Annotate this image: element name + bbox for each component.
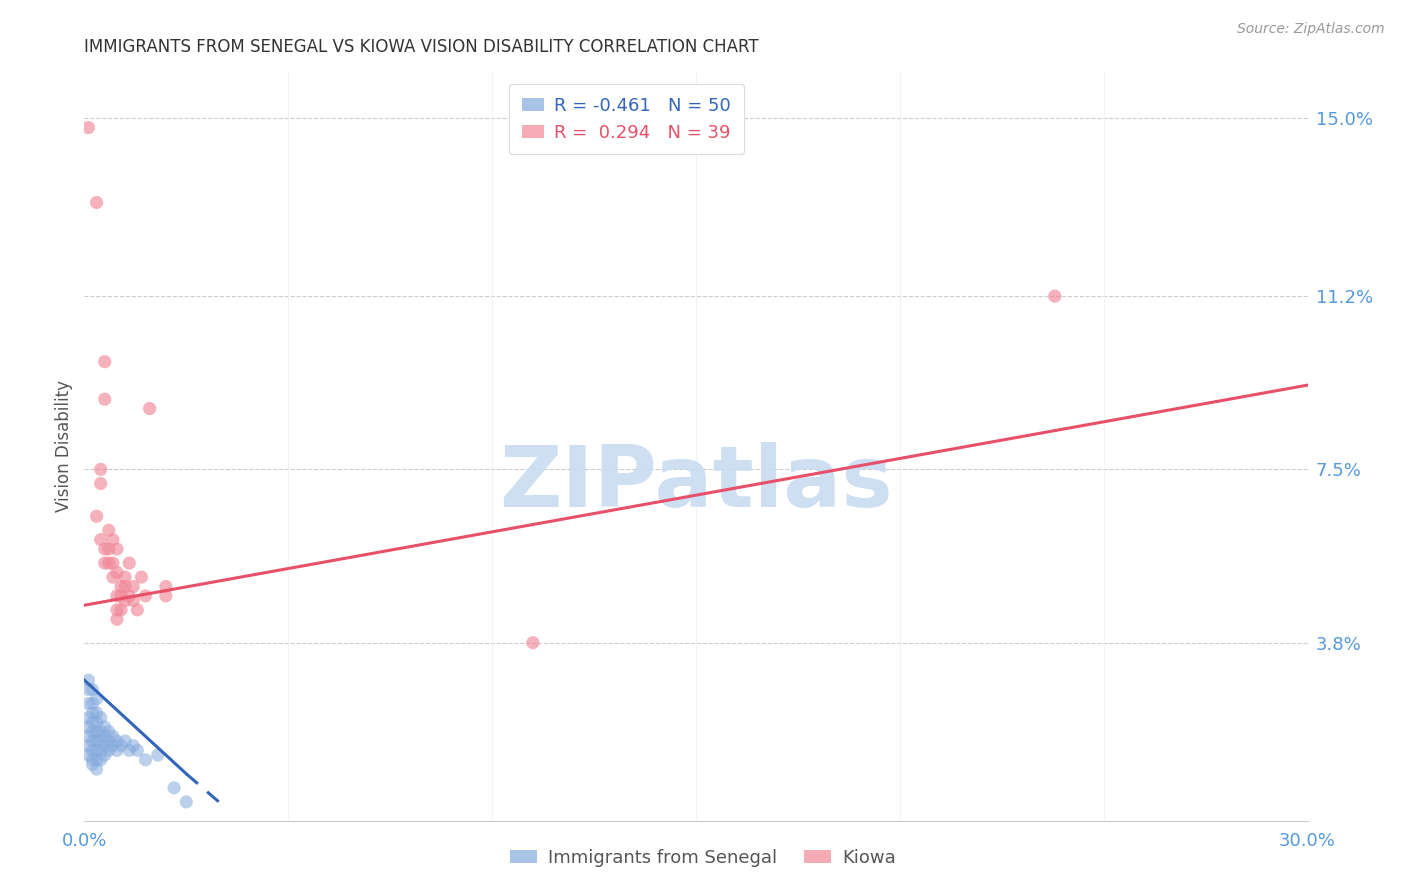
Point bbox=[105, 612, 128, 626]
Point bbox=[93, 747, 115, 762]
Point bbox=[90, 743, 112, 757]
Point bbox=[97, 556, 120, 570]
Point bbox=[131, 570, 153, 584]
Point bbox=[90, 710, 112, 724]
Point bbox=[77, 697, 100, 711]
Point bbox=[77, 720, 100, 734]
Point bbox=[93, 355, 115, 369]
Point bbox=[77, 739, 100, 753]
Point bbox=[82, 743, 104, 757]
Point bbox=[118, 589, 141, 603]
Point bbox=[127, 603, 149, 617]
Point bbox=[101, 570, 124, 584]
Point bbox=[82, 734, 104, 748]
Point bbox=[105, 743, 128, 757]
Point bbox=[110, 589, 132, 603]
Point bbox=[97, 541, 120, 557]
Point bbox=[135, 589, 157, 603]
Point bbox=[77, 710, 100, 724]
Point bbox=[90, 462, 112, 476]
Point bbox=[110, 580, 132, 594]
Point bbox=[122, 593, 145, 607]
Point bbox=[77, 120, 100, 135]
Point bbox=[155, 589, 177, 603]
Point bbox=[105, 566, 128, 580]
Point bbox=[93, 556, 115, 570]
Legend: Immigrants from Senegal, Kiowa: Immigrants from Senegal, Kiowa bbox=[503, 842, 903, 874]
Point bbox=[77, 730, 100, 744]
Point bbox=[105, 589, 128, 603]
Point bbox=[90, 734, 112, 748]
Point bbox=[163, 780, 186, 795]
Point bbox=[82, 682, 104, 697]
Point bbox=[110, 603, 132, 617]
Point bbox=[86, 734, 108, 748]
Point bbox=[1043, 289, 1066, 303]
Point bbox=[97, 743, 120, 757]
Point bbox=[118, 556, 141, 570]
Point bbox=[86, 195, 108, 210]
Point bbox=[105, 541, 128, 557]
Text: ZIPatlas: ZIPatlas bbox=[499, 442, 893, 525]
Point bbox=[105, 603, 128, 617]
Point bbox=[122, 580, 145, 594]
Text: Source: ZipAtlas.com: Source: ZipAtlas.com bbox=[1237, 22, 1385, 37]
Point bbox=[122, 739, 145, 753]
Point bbox=[101, 730, 124, 744]
Point bbox=[82, 706, 104, 720]
Point bbox=[86, 706, 108, 720]
Point bbox=[101, 533, 124, 547]
Point bbox=[97, 523, 120, 537]
Point bbox=[93, 392, 115, 407]
Point bbox=[77, 747, 100, 762]
Point bbox=[82, 753, 104, 767]
Point bbox=[86, 724, 108, 739]
Point bbox=[114, 570, 136, 584]
Point bbox=[138, 401, 160, 416]
Point bbox=[77, 673, 100, 688]
Text: IMMIGRANTS FROM SENEGAL VS KIOWA VISION DISABILITY CORRELATION CHART: IMMIGRANTS FROM SENEGAL VS KIOWA VISION … bbox=[84, 38, 759, 56]
Point bbox=[118, 743, 141, 757]
Point bbox=[77, 682, 100, 697]
Point bbox=[146, 747, 169, 762]
Point bbox=[82, 715, 104, 730]
Point bbox=[86, 509, 108, 524]
Point bbox=[114, 580, 136, 594]
Point bbox=[101, 556, 124, 570]
Point bbox=[93, 730, 115, 744]
Point bbox=[82, 697, 104, 711]
Point bbox=[114, 593, 136, 607]
Y-axis label: Vision Disability: Vision Disability bbox=[55, 380, 73, 512]
Point bbox=[97, 734, 120, 748]
Point bbox=[174, 795, 197, 809]
Point bbox=[135, 753, 157, 767]
Legend: R = -0.461   N = 50, R =  0.294   N = 39: R = -0.461 N = 50, R = 0.294 N = 39 bbox=[509, 84, 744, 154]
Point bbox=[82, 757, 104, 772]
Point bbox=[90, 724, 112, 739]
Point bbox=[90, 753, 112, 767]
Point bbox=[114, 734, 136, 748]
Point bbox=[86, 743, 108, 757]
Point bbox=[97, 724, 120, 739]
Point bbox=[93, 541, 115, 557]
Point bbox=[90, 533, 112, 547]
Point bbox=[127, 743, 149, 757]
Point bbox=[86, 692, 108, 706]
Point bbox=[155, 580, 177, 594]
Point bbox=[86, 715, 108, 730]
Point bbox=[82, 724, 104, 739]
Point bbox=[86, 753, 108, 767]
Point bbox=[86, 762, 108, 776]
Point bbox=[93, 720, 115, 734]
Point bbox=[90, 476, 112, 491]
Point bbox=[101, 739, 124, 753]
Point bbox=[93, 739, 115, 753]
Point bbox=[110, 739, 132, 753]
Point bbox=[105, 734, 128, 748]
Point bbox=[522, 635, 544, 649]
